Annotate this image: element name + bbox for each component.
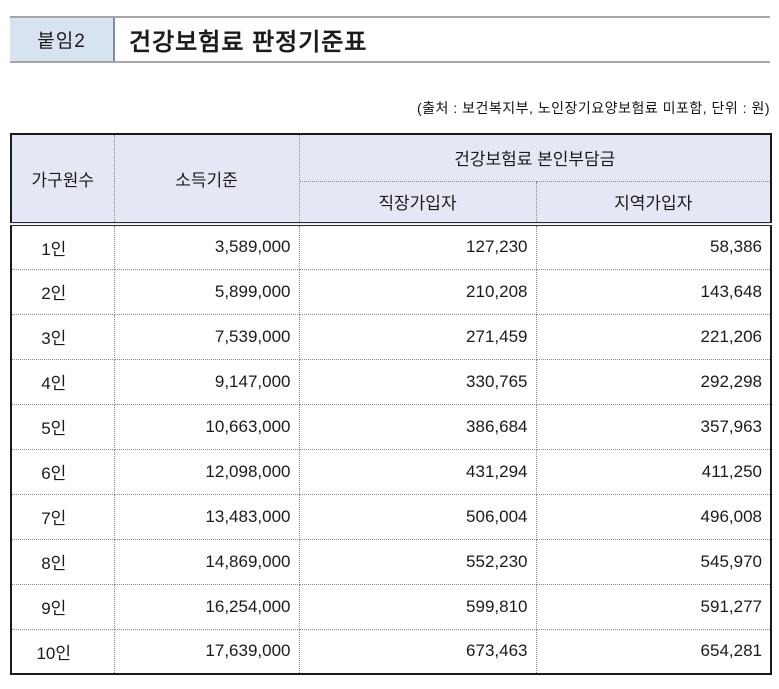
cell-household: 10인 xyxy=(10,628,115,675)
cell-income: 16,254,000 xyxy=(113,583,300,630)
page-title: 건강보험료 판정기준표 xyxy=(129,29,368,56)
cell-regional: 357,963 xyxy=(535,403,772,450)
cell-regional: 292,298 xyxy=(535,358,772,405)
cell-workplace: 552,230 xyxy=(298,538,537,585)
col-header-income: 소득기준 xyxy=(113,133,300,225)
cell-regional: 496,008 xyxy=(535,493,772,540)
table-header: 가구원수 소득기준 건강보험료 본인부담금 직장가입자 지역가입자 xyxy=(10,133,772,225)
cell-workplace: 599,810 xyxy=(298,583,537,630)
cell-household: 7인 xyxy=(10,493,115,540)
cell-workplace: 386,684 xyxy=(298,403,537,450)
premium-table: 가구원수 소득기준 건강보험료 본인부담금 직장가입자 지역가입자 1인 3,58… xyxy=(10,133,772,675)
cell-household: 6인 xyxy=(10,448,115,495)
table-row: 4인 9,147,000 330,765 292,298 xyxy=(10,358,772,405)
table-row: 6인 12,098,000 431,294 411,250 xyxy=(10,448,772,495)
cell-workplace: 330,765 xyxy=(298,358,537,405)
table-row: 7인 13,483,000 506,004 496,008 xyxy=(10,493,772,540)
cell-household: 4인 xyxy=(10,358,115,405)
col-header-household: 가구원수 xyxy=(10,133,115,225)
cell-income: 14,869,000 xyxy=(113,538,300,585)
cell-income: 5,899,000 xyxy=(113,268,300,315)
table-row: 9인 16,254,000 599,810 591,277 xyxy=(10,583,772,630)
cell-income: 3,589,000 xyxy=(113,222,300,270)
cell-workplace: 127,230 xyxy=(298,222,537,270)
col-header-premium-group: 건강보험료 본인부담금 xyxy=(298,133,772,182)
table-row: 1인 3,589,000 127,230 58,386 xyxy=(10,222,772,270)
header-band: 붙임2 건강보험료 판정기준표 xyxy=(10,16,770,63)
cell-household: 3인 xyxy=(10,313,115,360)
cell-workplace: 210,208 xyxy=(298,268,537,315)
cell-household: 2인 xyxy=(10,268,115,315)
cell-income: 17,639,000 xyxy=(113,628,300,675)
cell-workplace: 271,459 xyxy=(298,313,537,360)
cell-household: 1인 xyxy=(10,222,115,270)
cell-regional: 58,386 xyxy=(535,222,772,270)
source-note: (출처 : 보건복지부, 노인장기요양보험료 미포함, 단위 : 원) xyxy=(417,100,770,116)
cell-income: 13,483,000 xyxy=(113,493,300,540)
col-header-regional: 지역가입자 xyxy=(535,180,772,225)
cell-workplace: 506,004 xyxy=(298,493,537,540)
table-row: 3인 7,539,000 271,459 221,206 xyxy=(10,313,772,360)
cell-regional: 221,206 xyxy=(535,313,772,360)
cell-household: 8인 xyxy=(10,538,115,585)
table-row: 2인 5,899,000 210,208 143,648 xyxy=(10,268,772,315)
cell-workplace: 673,463 xyxy=(298,628,537,675)
cell-regional: 654,281 xyxy=(535,628,772,675)
cell-household: 9인 xyxy=(10,583,115,630)
cell-income: 12,098,000 xyxy=(113,448,300,495)
table-row: 5인 10,663,000 386,684 357,963 xyxy=(10,403,772,450)
attachment-badge: 붙임2 xyxy=(10,18,115,61)
cell-income: 10,663,000 xyxy=(113,403,300,450)
cell-income: 7,539,000 xyxy=(113,313,300,360)
cell-income: 9,147,000 xyxy=(113,358,300,405)
col-header-workplace: 직장가입자 xyxy=(298,180,537,225)
cell-regional: 591,277 xyxy=(535,583,772,630)
table-row: 10인 17,639,000 673,463 654,281 xyxy=(10,628,772,675)
cell-regional: 411,250 xyxy=(535,448,772,495)
table-row: 8인 14,869,000 552,230 545,970 xyxy=(10,538,772,585)
cell-household: 5인 xyxy=(10,403,115,450)
cell-regional: 143,648 xyxy=(535,268,772,315)
cell-workplace: 431,294 xyxy=(298,448,537,495)
cell-regional: 545,970 xyxy=(535,538,772,585)
table-body: 1인 3,589,000 127,230 58,386 2인 5,899,000 210,2… xyxy=(10,222,772,675)
